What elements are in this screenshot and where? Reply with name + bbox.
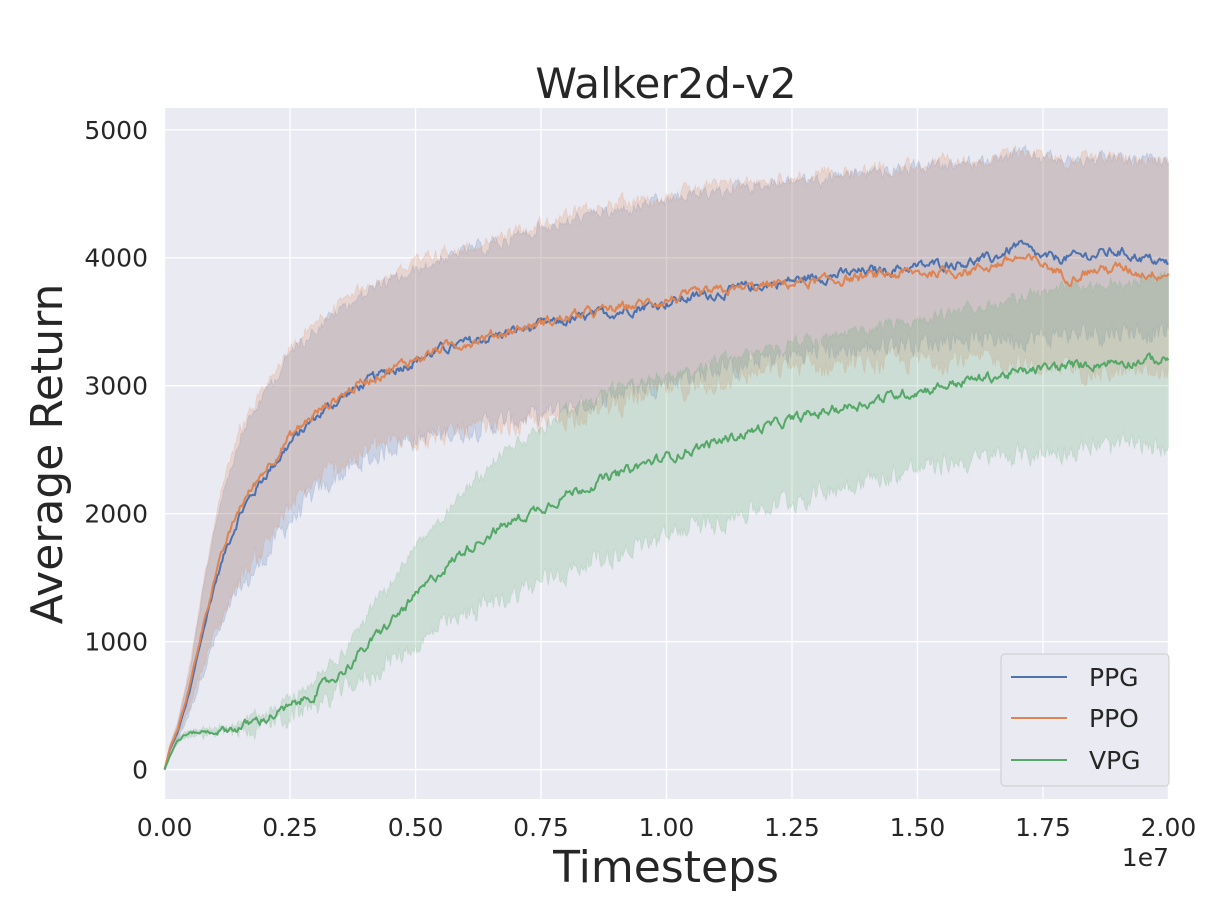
series-lines bbox=[163, 239, 1170, 770]
legend-box bbox=[1000, 653, 1170, 787]
series-line-vpg bbox=[163, 352, 1170, 770]
x-tick-label: 1.50 bbox=[890, 813, 946, 842]
x-tick-label: 0.75 bbox=[513, 813, 569, 842]
x-tick-label: 2.00 bbox=[1141, 813, 1197, 842]
x-offset-label: 1e7 bbox=[1122, 843, 1169, 872]
x-tick-label: 1.75 bbox=[1015, 813, 1071, 842]
chart-title: Walker2d-v2 bbox=[535, 59, 796, 108]
y-tick-label: 4000 bbox=[84, 244, 148, 273]
x-axis-label: Timesteps bbox=[552, 842, 779, 893]
band-vpg bbox=[164, 270, 1169, 770]
x-tick-label: 0.00 bbox=[137, 813, 193, 842]
x-tick-label: 0.25 bbox=[262, 813, 318, 842]
band-ppg bbox=[164, 144, 1169, 770]
x-axis-ticks: 0.00 0.25 0.50 0.75 1.00 1.25 1.50 1.75 2.00 bbox=[137, 813, 1197, 842]
y-tick-label: 2000 bbox=[84, 500, 148, 529]
y-axis-ticks: 0 1000 2000 3000 4000 5000 bbox=[84, 116, 148, 785]
y-axis-label: Average Return bbox=[22, 284, 73, 625]
legend-label-ppg: PPG bbox=[1089, 663, 1139, 692]
series-line-ppo bbox=[163, 253, 1170, 770]
legend: PPG PPO VPG bbox=[1000, 653, 1170, 787]
x-tick-label: 1.00 bbox=[639, 813, 695, 842]
series-line-ppg bbox=[163, 239, 1169, 770]
legend-label-vpg: VPG bbox=[1089, 746, 1141, 775]
y-tick-label: 0 bbox=[132, 756, 148, 785]
legend-label-ppo: PPO bbox=[1089, 704, 1139, 733]
x-tick-label: 1.25 bbox=[764, 813, 820, 842]
y-tick-label: 5000 bbox=[84, 116, 148, 145]
band-ppo bbox=[164, 143, 1169, 770]
confidence-bands bbox=[164, 143, 1169, 770]
y-tick-label: 1000 bbox=[84, 628, 148, 657]
y-tick-label: 3000 bbox=[84, 372, 148, 401]
x-tick-label: 0.50 bbox=[388, 813, 444, 842]
